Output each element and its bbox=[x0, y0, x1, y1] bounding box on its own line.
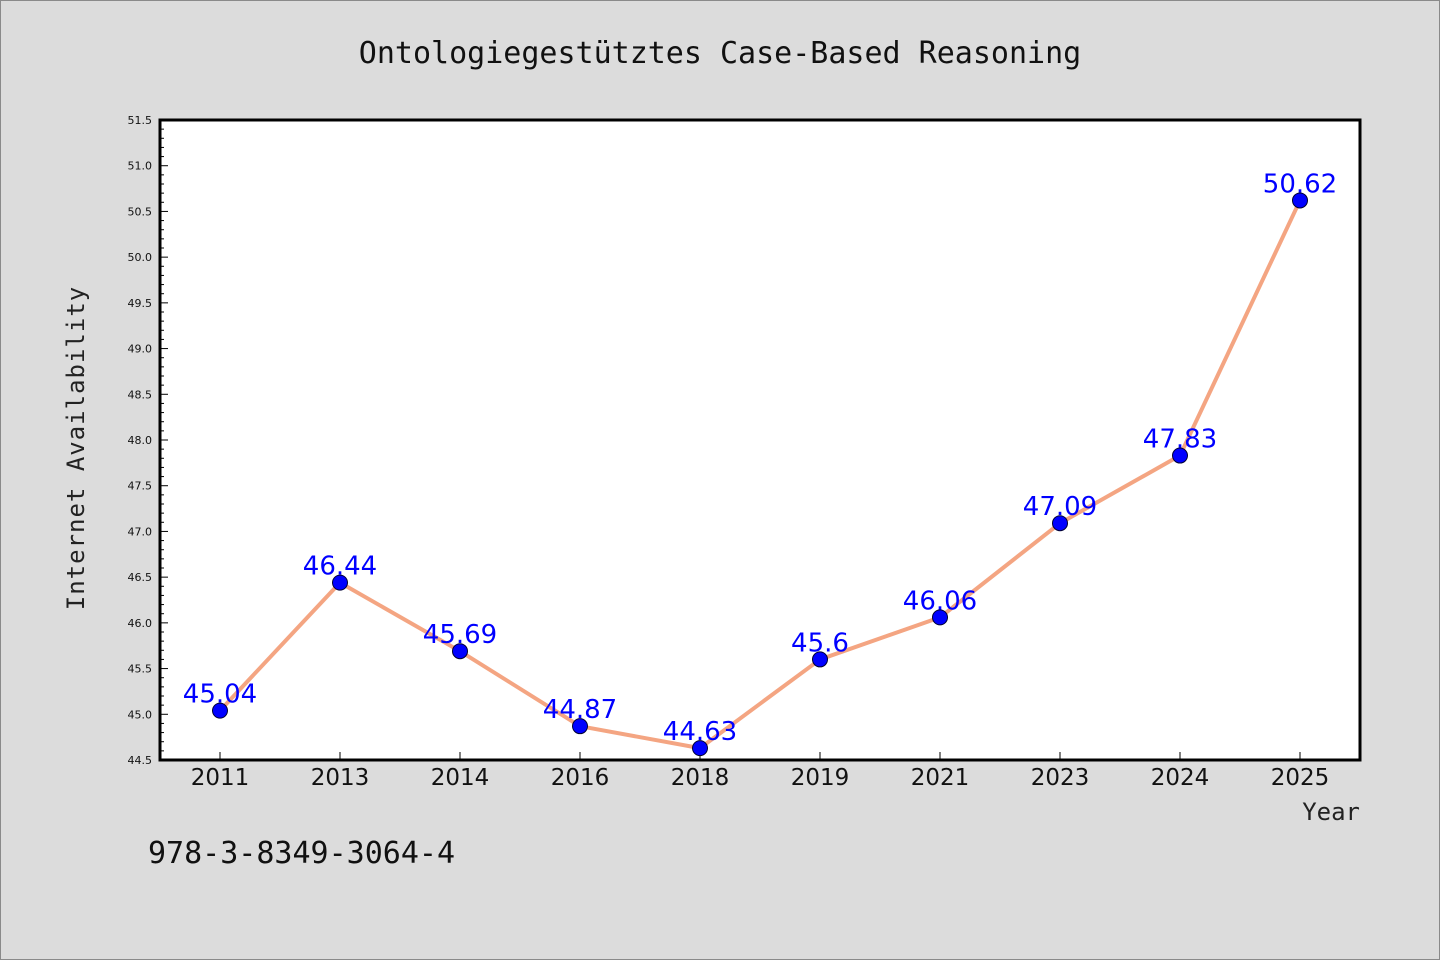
x-tick-label: 2024 bbox=[1151, 765, 1210, 791]
y-tick-label: 44.5 bbox=[128, 754, 153, 767]
data-point bbox=[212, 702, 228, 719]
y-tick-label: 50.0 bbox=[128, 251, 153, 264]
x-axis: 2011 2013 2014 2016 2018 2019 2021 2023 2024 2025 bbox=[191, 752, 1330, 791]
data-point bbox=[572, 718, 588, 735]
data-label: 47.09 bbox=[1023, 492, 1097, 522]
plot-area bbox=[160, 120, 1360, 760]
data-point bbox=[1052, 515, 1068, 532]
data-point bbox=[1292, 192, 1308, 209]
data-label: 44.63 bbox=[663, 717, 737, 747]
data-point bbox=[692, 740, 708, 757]
data-label: 45.6 bbox=[791, 628, 849, 658]
y-axis-label: Internet Availability bbox=[62, 286, 90, 610]
y-tick-label: 47.5 bbox=[128, 480, 153, 493]
x-tick-label: 2018 bbox=[671, 765, 730, 791]
y-tick-label: 49.5 bbox=[128, 297, 153, 310]
data-label: 46.06 bbox=[903, 586, 977, 616]
y-tick-label: 50.5 bbox=[128, 205, 153, 218]
data-label: 45.69 bbox=[423, 620, 497, 650]
data-point bbox=[812, 651, 828, 668]
data-point bbox=[332, 574, 348, 591]
y-tick-label: 47.0 bbox=[128, 525, 153, 538]
plot-border bbox=[158, 118, 1362, 762]
x-tick-label: 2011 bbox=[191, 765, 250, 791]
series-line bbox=[218, 198, 1302, 751]
x-tick-label: 2013 bbox=[311, 765, 370, 791]
y-tick-label: 46.0 bbox=[128, 617, 153, 630]
x-tick-label: 2016 bbox=[551, 765, 610, 791]
data-point bbox=[452, 643, 468, 660]
y-tick-label: 51.0 bbox=[128, 160, 153, 173]
y-tick-label: 46.5 bbox=[128, 571, 153, 584]
y-tick-label: 45.5 bbox=[128, 663, 153, 676]
data-label: 44.87 bbox=[543, 695, 617, 725]
data-point bbox=[1172, 447, 1188, 464]
x-tick-label: 2023 bbox=[1031, 765, 1090, 791]
x-tick-label: 2025 bbox=[1271, 765, 1330, 791]
data-label: 50.62 bbox=[1263, 169, 1337, 199]
data-label: 45.04 bbox=[183, 680, 257, 710]
series-layer: 45.04 46.44 45.69 44.87 44.63 45.6 46.06 47.09 4… bbox=[183, 169, 1337, 757]
x-tick-label: 2014 bbox=[431, 765, 490, 791]
y-tick-label: 51.5 bbox=[128, 114, 153, 127]
isbn-footer: 978-3-8349-3064-4 bbox=[148, 836, 455, 871]
y-tick-label: 45.0 bbox=[128, 708, 153, 721]
y-tick-label: 48.5 bbox=[128, 388, 153, 401]
y-tick-label: 49.0 bbox=[128, 343, 153, 356]
data-label: 46.44 bbox=[303, 552, 377, 582]
x-tick-label: 2019 bbox=[791, 765, 850, 791]
data-point bbox=[932, 609, 948, 626]
x-tick-label: 2021 bbox=[911, 765, 970, 791]
x-axis-label: Year bbox=[1302, 798, 1360, 826]
chart-title: Ontologiegestütztes Case-Based Reasoning bbox=[359, 36, 1081, 71]
y-tick-label: 48.0 bbox=[128, 434, 153, 447]
data-label: 47.83 bbox=[1143, 425, 1217, 455]
